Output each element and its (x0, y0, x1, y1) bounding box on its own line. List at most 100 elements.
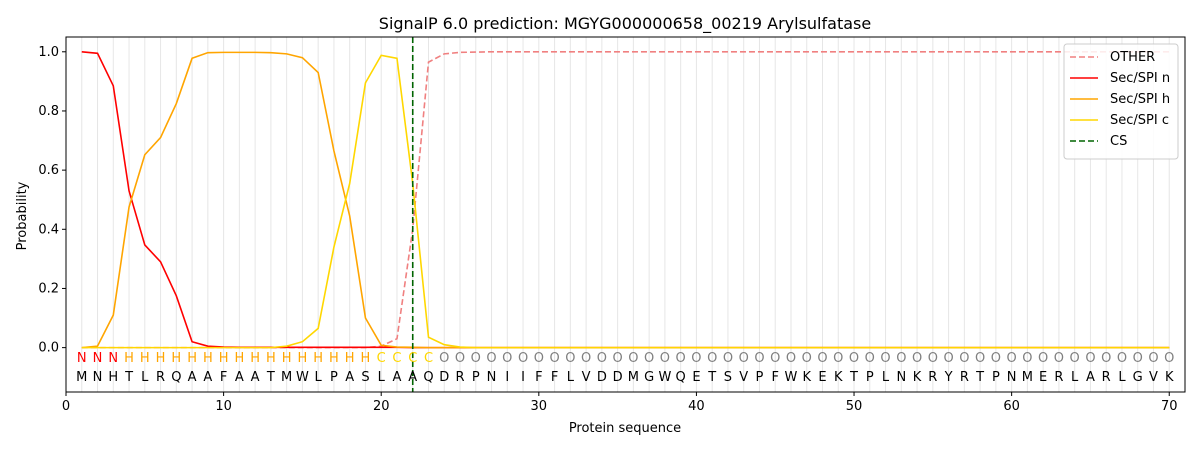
region-label-letter: H (124, 351, 134, 366)
region-label-letter: O (833, 351, 843, 366)
region-label-letter: O (565, 351, 575, 366)
region-label-letter: O (739, 351, 749, 366)
region-label-letter: O (928, 351, 938, 366)
sequence-letter: K (913, 370, 922, 385)
region-label-letter: O (597, 351, 607, 366)
sequence-letter: Y (944, 370, 953, 385)
region-label-letter: H (250, 351, 260, 366)
region-label-letter: O (991, 351, 1001, 366)
region-label-letter: O (959, 351, 969, 366)
region-label-letter: O (502, 351, 512, 366)
plot-area: NMNNNHHTHLHRHQHAHAHFHAHAHTHMHWHLHPHAHSCL… (38, 36, 1186, 414)
sequence-letter: P (330, 370, 338, 385)
region-label-letter: H (329, 351, 339, 366)
region-label-letter: O (471, 351, 481, 366)
region-label-letter: O (1022, 351, 1032, 366)
region-label-letter: O (676, 351, 686, 366)
sequence-letter: K (1165, 370, 1174, 385)
region-label-letter: O (786, 351, 796, 366)
region-label-letter: O (628, 351, 638, 366)
sequence-letter: H (108, 370, 118, 385)
region-label-letter: O (802, 351, 812, 366)
region-label-letter: H (140, 351, 150, 366)
sequence-letter: G (644, 370, 654, 385)
region-label-letter: H (234, 351, 244, 366)
sequence-letter: D (439, 370, 449, 385)
sequence-letter: M (1022, 370, 1033, 385)
region-label-letter: O (1007, 351, 1017, 366)
sequence-letter: T (124, 370, 133, 385)
region-label-letter: O (1133, 351, 1143, 366)
sequence-letter: R (156, 370, 165, 385)
region-label-letter: O (1085, 351, 1095, 366)
region-label-letter: H (282, 351, 292, 366)
legend: OTHER Sec/SPI n Sec/SPI h Sec/SPI c CS (1063, 43, 1179, 160)
region-label-letter: O (486, 351, 496, 366)
sequence-letter: N (1007, 370, 1017, 385)
region-label-letter: H (345, 351, 355, 366)
sequence-letter: R (1102, 370, 1111, 385)
region-label-letter: O (880, 351, 890, 366)
sequence-letter: S (361, 370, 369, 385)
sequence-letter: N (896, 370, 906, 385)
x-tick-label: 60 (1003, 399, 1020, 414)
region-label-letter: H (203, 351, 213, 366)
region-label-letter: O (849, 351, 859, 366)
sequence-letter: W (296, 370, 309, 385)
sequence-letter: A (203, 370, 212, 385)
region-label-letter: N (77, 351, 87, 366)
region-label-letter: C (408, 351, 417, 366)
legend-label: Sec/SPI h (1110, 92, 1170, 107)
region-label-letter: O (1117, 351, 1127, 366)
sequence-letter: L (1071, 370, 1079, 385)
region-label-letter: O (613, 351, 623, 366)
sequence-letter: L (378, 370, 386, 385)
sequence-letter: D (613, 370, 623, 385)
sequence-letter: A (251, 370, 260, 385)
region-label-letter: O (691, 351, 701, 366)
sequence-letter: W (785, 370, 798, 385)
x-axis-label: Protein sequence (569, 421, 681, 436)
x-tick-label: 30 (531, 399, 548, 414)
sequence-letter: V (582, 370, 591, 385)
region-label-letter: H (298, 351, 308, 366)
sequence-letter: V (1149, 370, 1158, 385)
sequence-letter: A (235, 370, 244, 385)
region-label-letter: O (912, 351, 922, 366)
region-label-letter: O (439, 351, 449, 366)
x-tick-label: 40 (688, 399, 705, 414)
sequence-letter: A (1086, 370, 1095, 385)
sequence-letter: R (1054, 370, 1063, 385)
region-label-letter: H (219, 351, 229, 366)
region-label-letter: O (1038, 351, 1048, 366)
region-label-letter: C (392, 351, 401, 366)
y-tick-label: 0.8 (38, 104, 59, 119)
region-label-letter: O (660, 351, 670, 366)
region-label-letter: H (171, 351, 181, 366)
sequence-letter: G (1133, 370, 1143, 385)
sequence-letter: V (739, 370, 748, 385)
region-label-letter: O (1054, 351, 1064, 366)
region-label-letter: N (108, 351, 118, 366)
sequence-letter: A (393, 370, 402, 385)
sequence-letter: E (1039, 370, 1047, 385)
sequence-letter: A (188, 370, 197, 385)
sequence-letter: T (266, 370, 275, 385)
sequence-letter: S (724, 370, 732, 385)
sequence-letter: Q (423, 370, 433, 385)
sequence-letter: F (535, 370, 542, 385)
region-label-letter: O (518, 351, 528, 366)
region-label-letter: O (723, 351, 733, 366)
y-axis-label: Probability (15, 181, 30, 250)
sequence-letter: Q (676, 370, 686, 385)
sequence-letter: E (818, 370, 826, 385)
sequence-letter: F (220, 370, 227, 385)
sequence-letter: L (141, 370, 149, 385)
sequence-letter: N (93, 370, 103, 385)
sequence-letter: R (455, 370, 464, 385)
sequence-letter: M (628, 370, 639, 385)
sequence-letter: P (756, 370, 764, 385)
region-label-letter: O (1164, 351, 1174, 366)
region-label-letter: O (975, 351, 985, 366)
